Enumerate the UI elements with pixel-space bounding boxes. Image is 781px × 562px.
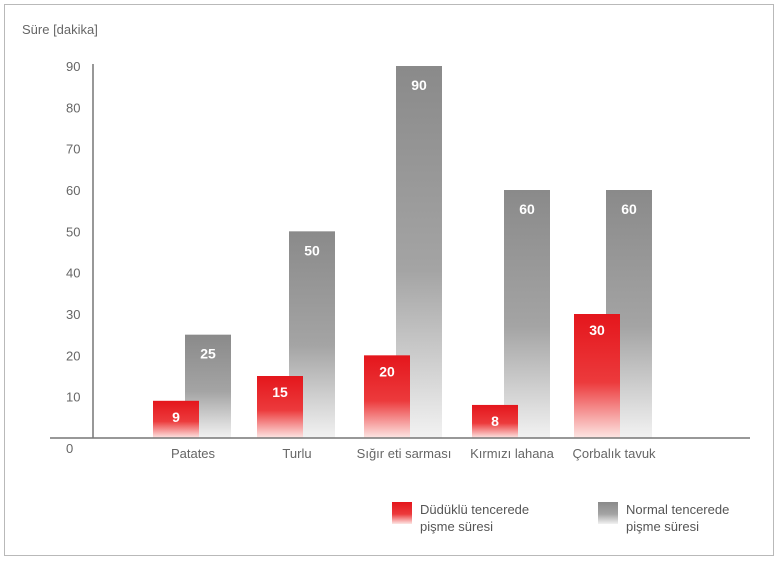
bar-pressure-value-label: 8 <box>491 413 499 429</box>
bar-pressure-value-label: 20 <box>379 363 395 379</box>
y-tick-label: 10 <box>66 390 80 405</box>
y-tick-label: 80 <box>66 100 80 115</box>
bar-normal-value-label: 60 <box>519 201 535 217</box>
legend-swatch-normal <box>598 502 618 524</box>
x-category-label: Sığır eti sarması <box>357 446 452 461</box>
bar-pressure-value-label: 15 <box>272 384 288 400</box>
bar-normal <box>504 190 550 438</box>
x-category-label: Patates <box>171 446 216 461</box>
legend-label-pressure-line2: pişme süresi <box>420 519 493 534</box>
bar-normal-value-label: 60 <box>621 201 637 217</box>
bar-normal-value-label: 90 <box>411 77 427 93</box>
x-category-label: Çorbalık tavuk <box>572 446 656 461</box>
y-tick-label: 30 <box>66 307 80 322</box>
bar-pressure <box>257 376 303 438</box>
legend-swatch-pressure <box>392 502 412 524</box>
legend-label-normal-line2: pişme süresi <box>626 519 699 534</box>
y-tick-label: 0 <box>66 441 73 456</box>
bar-pressure <box>574 314 620 438</box>
y-axis-ticks: 0 10 20 30 40 50 60 70 80 90 <box>66 59 80 456</box>
category-labels: Patates Turlu Sığır eti sarması Kırmızı lah… <box>171 446 656 461</box>
legend-label-normal-line1: Normal tencerede <box>626 502 729 517</box>
x-category-label: Kırmızı lahana <box>470 446 555 461</box>
bar-pressure-value-label: 9 <box>172 409 180 425</box>
bars: 25 9 50 15 90 20 60 8 60 30 <box>153 66 652 438</box>
y-axis-label: Süre [dakika] <box>22 22 98 37</box>
legend-label-pressure-line1: Düdüklü tencerede <box>420 502 529 517</box>
x-category-label: Turlu <box>282 446 311 461</box>
bar-pressure <box>153 400 199 438</box>
y-tick-label: 50 <box>66 224 80 239</box>
y-tick-label: 40 <box>66 266 80 281</box>
bar-pressure <box>472 404 518 438</box>
y-tick-label: 70 <box>66 142 80 157</box>
bar-normal-value-label: 50 <box>304 242 320 258</box>
bar-pressure <box>364 355 410 438</box>
y-tick-label: 90 <box>66 59 80 74</box>
bar-pressure-value-label: 30 <box>589 322 605 338</box>
legend: Düdüklü tencerede pişme süresi Normal te… <box>392 502 729 534</box>
y-tick-label: 60 <box>66 183 80 198</box>
y-tick-label: 20 <box>66 348 80 363</box>
bar-normal-value-label: 25 <box>200 346 216 362</box>
